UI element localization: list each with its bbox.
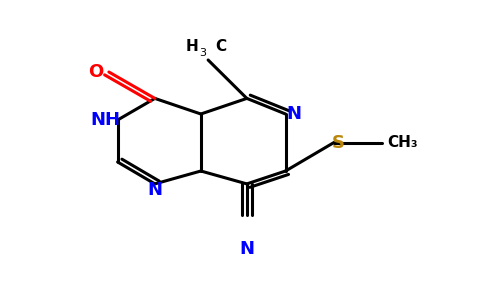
Text: N: N xyxy=(287,105,302,123)
Text: N: N xyxy=(240,240,254,258)
Text: C: C xyxy=(215,39,227,54)
Text: 3: 3 xyxy=(199,49,206,58)
Text: CH₃: CH₃ xyxy=(387,135,418,150)
Text: NH: NH xyxy=(91,111,121,129)
Text: H: H xyxy=(186,39,198,54)
Text: O: O xyxy=(88,63,103,81)
Text: N: N xyxy=(148,181,162,199)
Text: S: S xyxy=(332,134,344,152)
